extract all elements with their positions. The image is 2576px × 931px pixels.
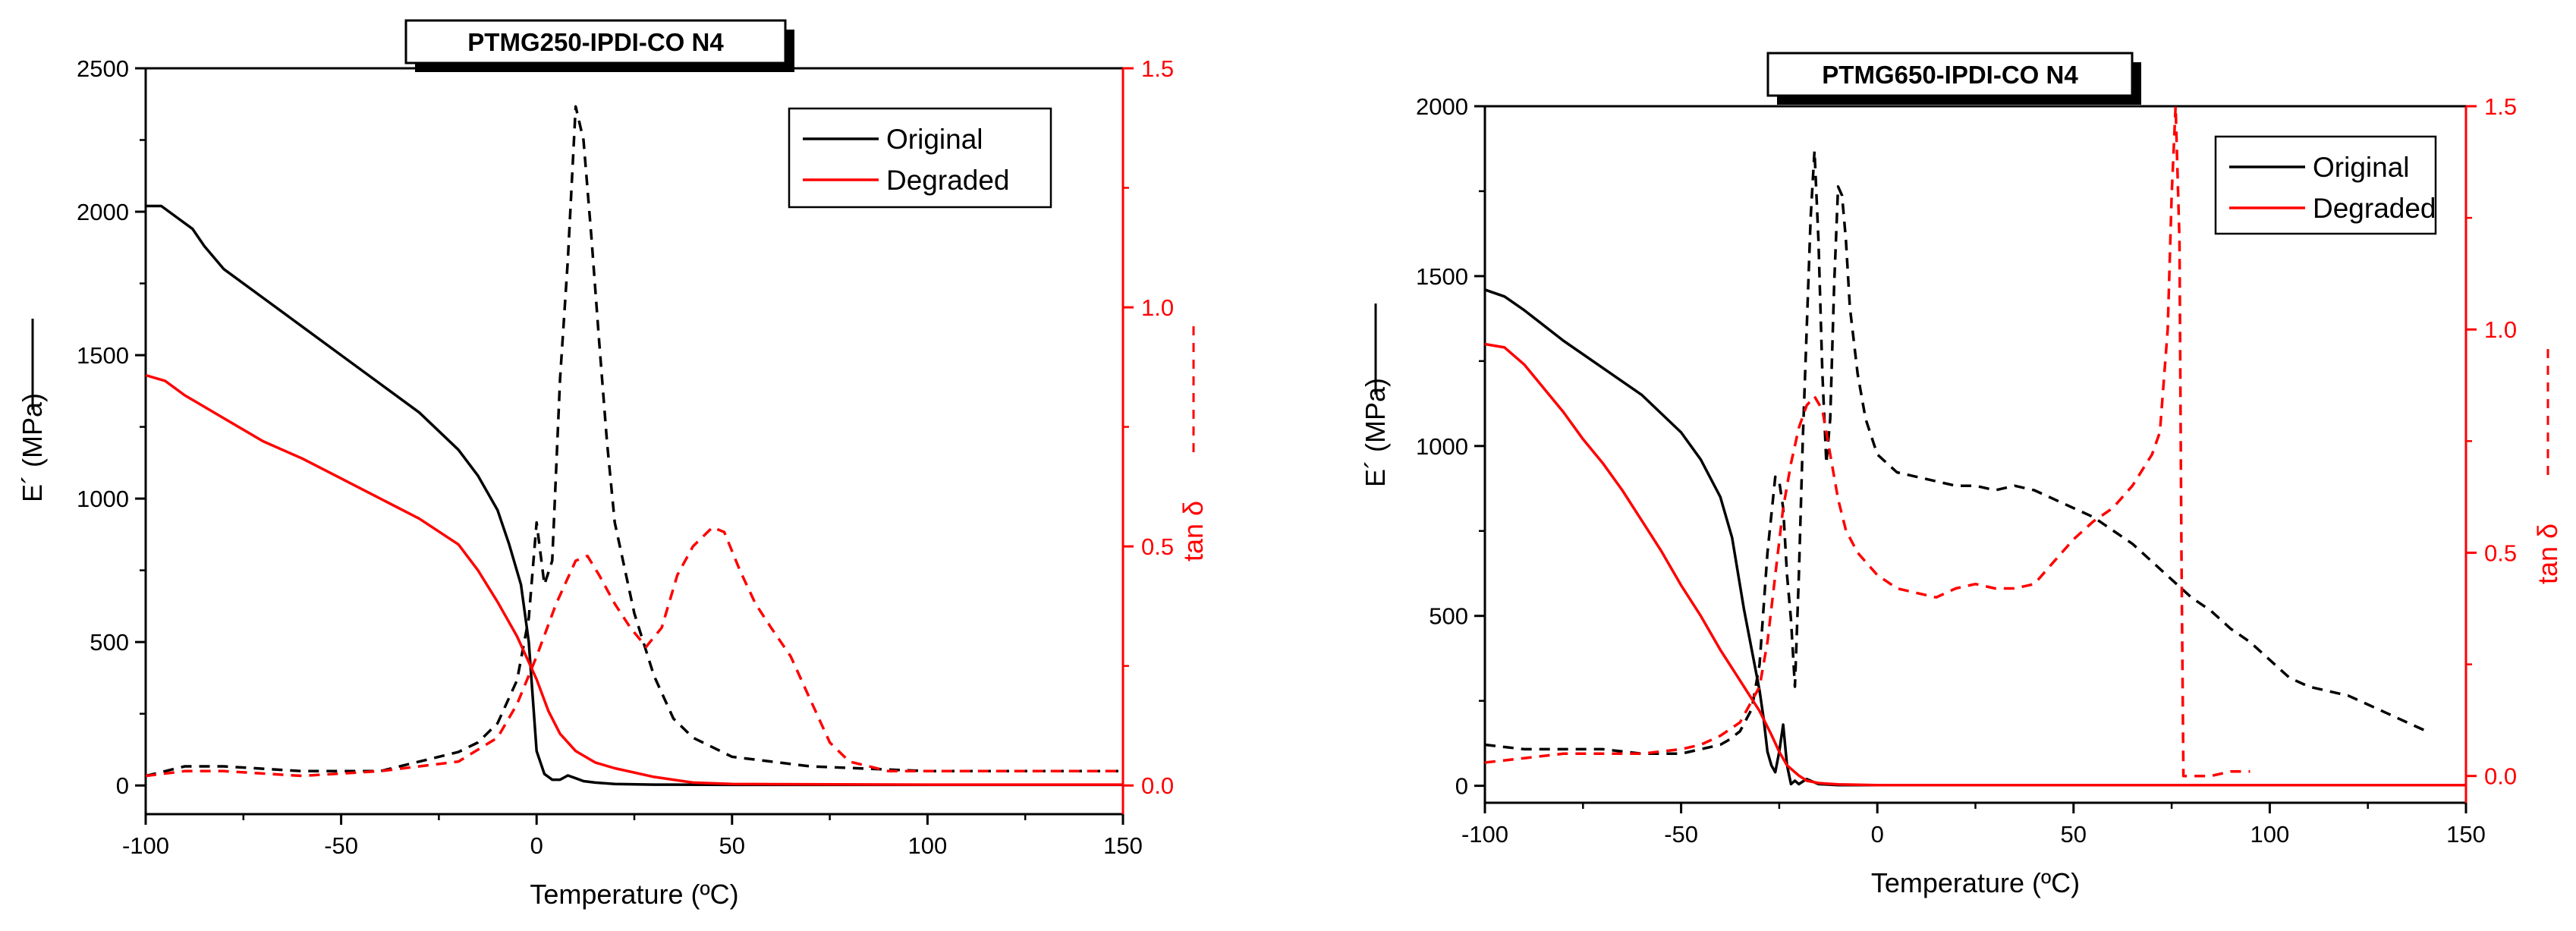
y2-tick-label: 1.0 — [2484, 316, 2517, 343]
x-tick-label: -50 — [1664, 821, 1698, 848]
x-tick-label: 150 — [1103, 832, 1143, 859]
y2-tick-label: 1.5 — [2484, 93, 2517, 120]
legend-label-degraded: Degraded — [886, 165, 1010, 196]
chart-panel-1: -100 -50 0 50 100 150050010001500200025000.00… — [17, 19, 1209, 910]
legend-box — [2214, 135, 2437, 235]
x-axis-title: Temperature (ºC) — [1871, 867, 2080, 898]
y-tick-label: 2000 — [1416, 93, 1468, 120]
y2-tick-label: 1.5 — [1141, 55, 1174, 82]
series-degraded-tan-delta-line — [1484, 105, 2250, 778]
title-box — [1766, 52, 2134, 97]
y2-tick-label: 0.0 — [1141, 772, 1174, 799]
y-tick-label: 1000 — [1416, 433, 1468, 460]
series-original-modulus-line — [1484, 288, 2439, 787]
y-tick-label: 500 — [90, 629, 129, 656]
title-box — [404, 19, 787, 64]
chart-title: PTMG650-IPDI-CO N4 — [1822, 61, 2078, 89]
chart-panel-2: -100 -50 0 50 100 15005001000150020000.00.51.… — [1360, 52, 2563, 898]
series-original-tan-delta-line — [1484, 149, 2428, 756]
legend-label-original: Original — [886, 124, 983, 155]
legend: Original Degraded — [788, 107, 1052, 209]
y-tick-label: 2500 — [77, 55, 129, 82]
legend: Original Degraded — [2214, 135, 2437, 235]
series-degraded-tan-delta-line — [145, 526, 1123, 778]
y-tick-label: 1500 — [1416, 263, 1468, 290]
y2-tick-label: 0.0 — [2484, 763, 2517, 790]
x-axis-title: Temperature (ºC) — [530, 879, 738, 910]
y-axis-title: E´ (MPa) — [17, 393, 48, 502]
legend-label-degraded: Degraded — [2313, 193, 2436, 224]
y-axis-title: E´ (MPa) — [1360, 378, 1391, 487]
x-tick-label: -100 — [122, 832, 169, 859]
x-tick-label: -100 — [1461, 821, 1508, 848]
y2-axis-title: tan δ — [2532, 524, 2563, 584]
x-tick-label: 150 — [2446, 821, 2486, 848]
chart-title: PTMG250-IPDI-CO N4 — [467, 28, 724, 56]
y-tick-label: 0 — [116, 772, 129, 799]
legend-box — [788, 107, 1052, 209]
y-tick-label: 2000 — [77, 199, 129, 225]
series-degraded-modulus-line — [1484, 342, 2466, 787]
series-degraded-modulus-line — [145, 373, 1123, 786]
y2-tick-label: 1.0 — [1141, 294, 1174, 321]
x-tick-label: 50 — [2061, 821, 2087, 848]
x-tick-label: 0 — [1871, 821, 1884, 848]
y-tick-label: 500 — [1429, 603, 1468, 630]
legend-label-original: Original — [2313, 152, 2410, 183]
x-tick-label: -50 — [324, 832, 358, 859]
y-tick-label: 1500 — [77, 342, 129, 369]
x-tick-label: 100 — [2250, 821, 2290, 848]
x-tick-label: 0 — [530, 832, 543, 859]
x-tick-label: 50 — [719, 832, 745, 859]
y-tick-label: 0 — [1455, 773, 1468, 800]
y2-tick-label: 0.5 — [2484, 539, 2517, 566]
series-original-modulus-line — [146, 204, 1123, 787]
x-tick-label: 100 — [908, 832, 948, 859]
y2-axis-title: tan δ — [1178, 501, 1209, 561]
series-original-tan-delta-line — [145, 105, 1123, 778]
y2-tick-label: 0.5 — [1141, 533, 1174, 560]
y-tick-label: 1000 — [77, 486, 129, 512]
